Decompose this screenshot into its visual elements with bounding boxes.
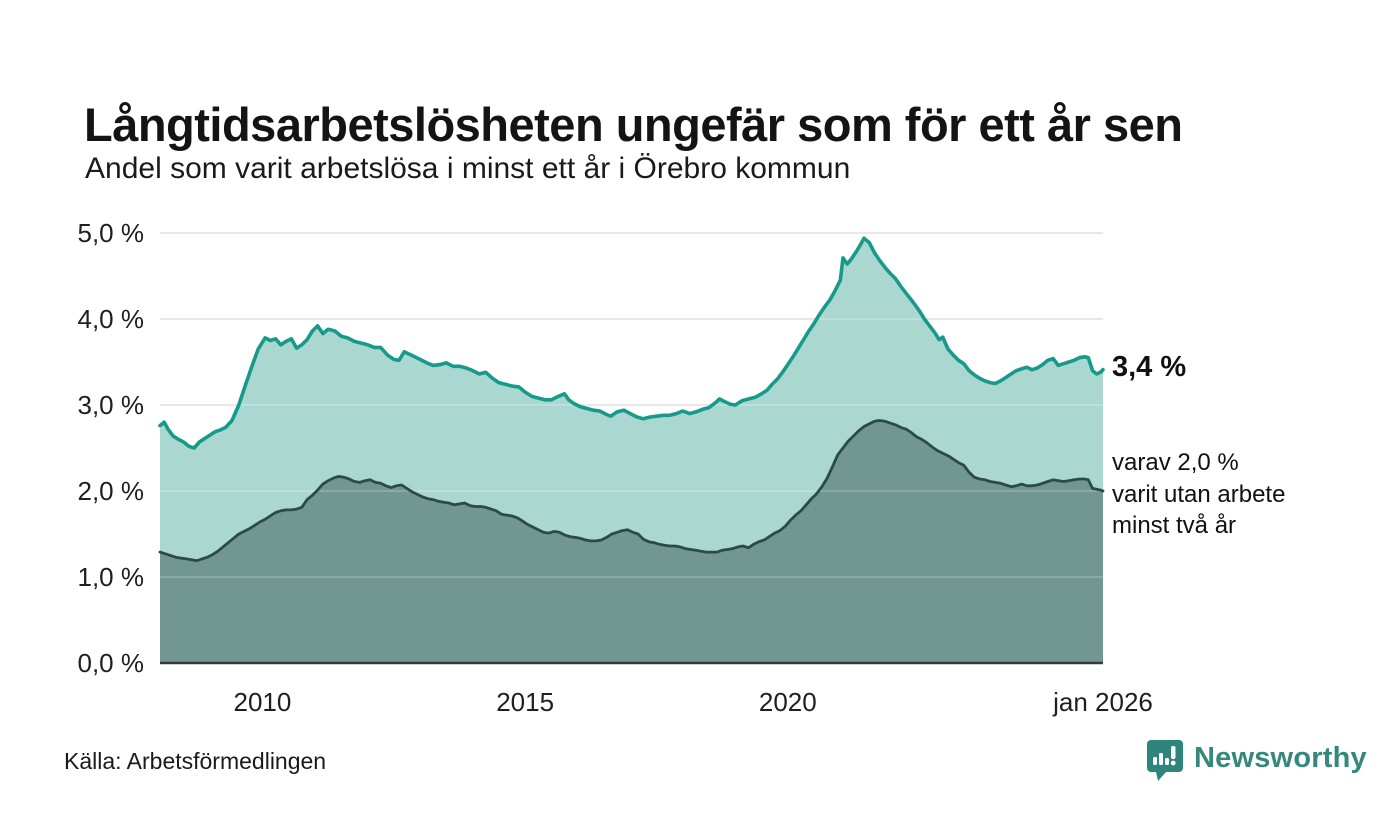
y-tick-label: 1,0 % bbox=[78, 562, 145, 592]
y-tick-label: 0,0 % bbox=[78, 648, 145, 678]
y-tick-label: 3,0 % bbox=[78, 390, 145, 420]
x-tick-label: 2015 bbox=[496, 687, 554, 717]
end-value-label: 3,4 % bbox=[1112, 351, 1187, 383]
two-year-annotation-line-3: minst två år bbox=[1112, 512, 1237, 540]
series-area bbox=[160, 420, 1103, 663]
series-line bbox=[158, 236, 1105, 450]
series-line bbox=[158, 419, 1105, 563]
source-label: Källa: Arbetsförmedlingen bbox=[64, 748, 327, 774]
newsworthy-brand: Newsworthy bbox=[1146, 739, 1367, 783]
newsworthy-logo-icon bbox=[1147, 740, 1183, 781]
two-year-annotation-line-1: varav 2,0 % bbox=[1112, 449, 1239, 476]
x-tick-label: jan 2026 bbox=[1052, 687, 1153, 717]
two-year-annotation-line-2: varit utan arbete bbox=[1112, 480, 1286, 508]
y-tick-label: 4,0 % bbox=[78, 304, 145, 334]
two-year-annotation: varav 2,0 % varit utan arbete minst två … bbox=[1112, 447, 1352, 542]
chart-title: Långtidsarbetslösheten ungefär som för e… bbox=[84, 98, 1183, 152]
y-tick-label: 5,0 % bbox=[78, 218, 145, 248]
y-tick-label: 2,0 % bbox=[78, 476, 145, 506]
stacked-area-chart: 0,0 % 1,0 % 2,0 % 3,0 % 4,0 % 5,0 % 2010 2015 20… bbox=[78, 218, 1153, 717]
x-tick-label: 2020 bbox=[759, 687, 817, 717]
x-tick-label: 2010 bbox=[234, 687, 292, 717]
newsworthy-brand-text: Newsworthy bbox=[1194, 742, 1367, 774]
chart-subtitle: Andel som varit arbetslösa i minst ett å… bbox=[85, 152, 851, 185]
